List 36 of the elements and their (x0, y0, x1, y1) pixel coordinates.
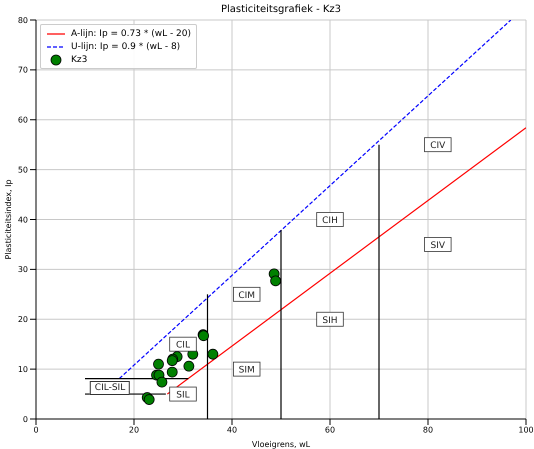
point (153, 358, 164, 370)
point (183, 360, 194, 372)
point (166, 366, 178, 378)
annotation: CIL (176, 340, 190, 351)
x-tick-label: 20 (128, 426, 140, 435)
annotation: SIV (430, 240, 446, 251)
annotation: SIH (322, 316, 338, 326)
annotation: SIL (176, 390, 190, 401)
y-tick-label: 20 (18, 315, 28, 324)
annotation: CIV (430, 141, 446, 152)
x-tick-label: 80 (422, 426, 434, 435)
y-axis-title: Plasticiteitsindex, Ip (4, 179, 13, 260)
point (207, 348, 218, 360)
y-tick-label: 10 (18, 364, 28, 374)
legend-label: A-lijn: Ip = 0.73 * (wL - 20) (71, 28, 192, 38)
point (270, 275, 282, 286)
annotation: CIL-SIL (90, 381, 130, 395)
x-tick-label: 0 (33, 426, 39, 435)
x-tick-label: 60 (324, 426, 336, 435)
y-tick-label: 0 (22, 414, 28, 424)
y-tick-label: 40 (18, 215, 28, 224)
y-tick-label: 50 (18, 165, 28, 174)
chart-title: Plasticiteitsgrafiek - Kz3 (220, 4, 342, 15)
x-tick-label: 40 (226, 426, 238, 435)
y-tick-label: 70 (18, 66, 28, 75)
point (156, 376, 168, 388)
x-tick-label: 100 (518, 426, 534, 435)
y-tick-label: 30 (18, 265, 28, 274)
legend-label: Kz3 (71, 54, 88, 64)
y-tick-label: 80 (18, 16, 28, 25)
annotation: SIM (238, 366, 255, 376)
x-axis-title: Vloeigrens, wL (252, 440, 311, 449)
annotation: CIH (322, 216, 338, 226)
legend-label: U-lijn: Ip = 0.9 * (wL - 8) (71, 42, 180, 52)
annotation: CIM (238, 290, 256, 301)
y-tick-label: 60 (18, 116, 28, 125)
